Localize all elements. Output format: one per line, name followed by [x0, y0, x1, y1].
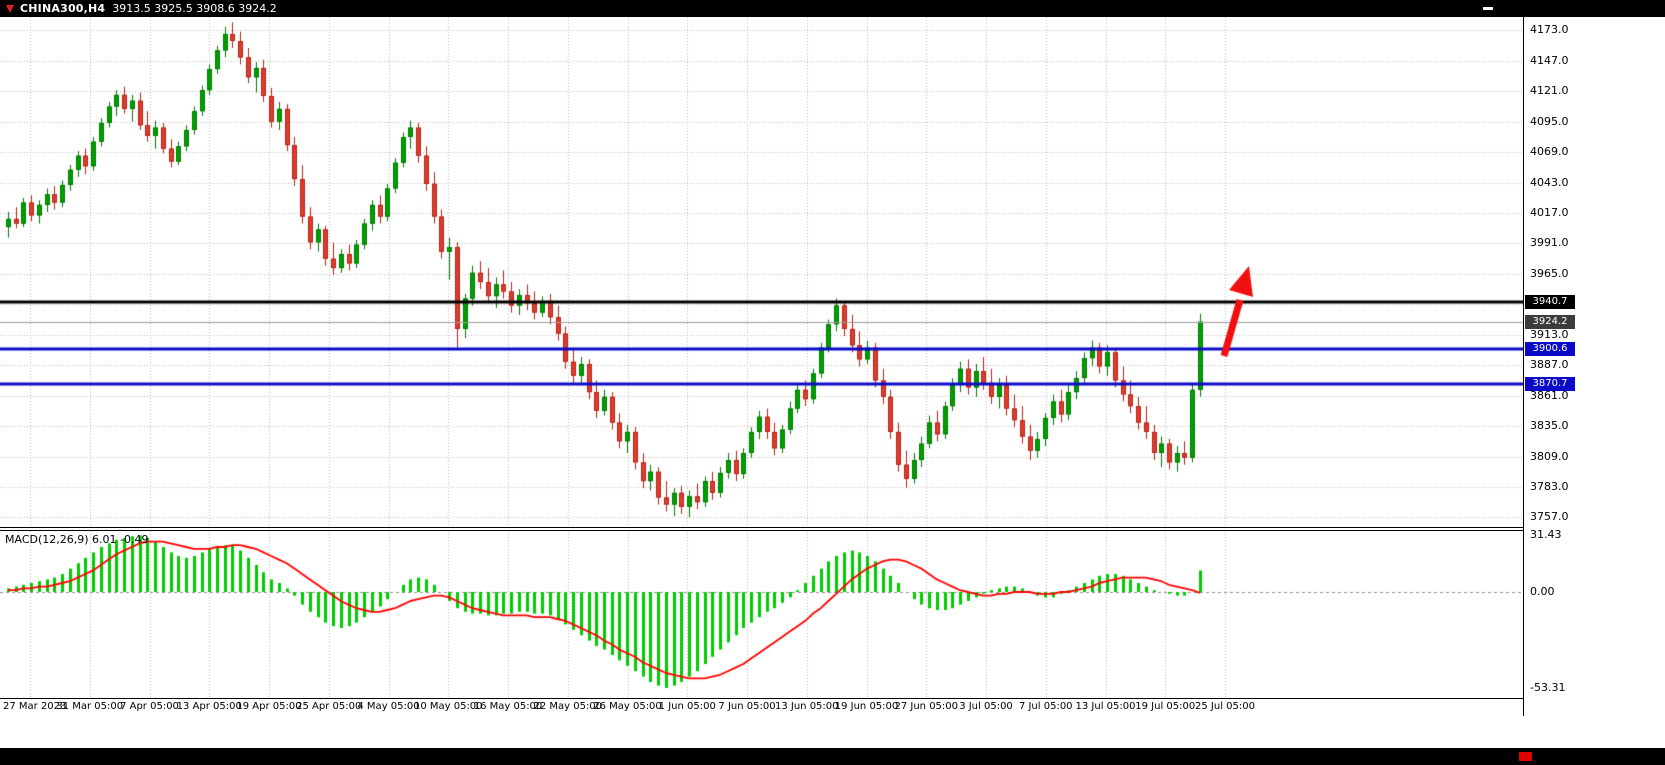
- price-tick-label: 3913.0: [1530, 327, 1569, 341]
- macd-scale-label: 31.43: [1530, 528, 1562, 542]
- price-line-badge: 3870.7: [1525, 377, 1575, 392]
- time-axis[interactable]: 27 Mar 2023 31 Mar 05:00 7 Apr 05:00 13 Apr…: [0, 699, 1523, 716]
- time-axis-label: 13 Jul 05:00: [1075, 701, 1136, 712]
- panel-separator: [0, 530, 1523, 531]
- chart-title-bar: CHINA300,H4 3913.5 3925.5 3908.6 3924.2: [0, 0, 1665, 17]
- price-tick-label: 3861.0: [1530, 388, 1569, 402]
- price-tick-label: 3757.0: [1530, 510, 1569, 524]
- price-axis[interactable]: 4173.0 4147.0 4121.0 4095.0 4069.0 4043.0 4017…: [1523, 17, 1665, 716]
- price-chart-canvas[interactable]: [0, 17, 1523, 527]
- price-tick-label: 3991.0: [1530, 236, 1569, 250]
- price-line-badge: 3900.6: [1525, 342, 1575, 357]
- time-axis-label: 27 Mar 2023: [3, 701, 67, 712]
- time-axis-label: 3 Jul 05:00: [959, 701, 1013, 712]
- red-indicator: [1519, 752, 1532, 761]
- time-axis-label: 16 May 05:00: [473, 701, 543, 712]
- time-axis-label: 27 Jun 05:00: [894, 701, 959, 712]
- macd-indicator-label: MACD(12,26,9) 6.01 -0.49: [5, 533, 149, 546]
- price-tick-label: 3835.0: [1530, 419, 1569, 433]
- panel-separator: [0, 527, 1523, 528]
- time-axis-label: 19 Jul 05:00: [1135, 701, 1196, 712]
- ohlc-values: 3913.5 3925.5 3908.6 3924.2: [112, 2, 277, 15]
- minimize-icon[interactable]: [1483, 7, 1493, 10]
- time-axis-label: 19 Apr 05:00: [236, 701, 302, 712]
- macd-scale-label: 0.00: [1530, 585, 1555, 598]
- time-axis-label: 13 Jun 05:00: [774, 701, 839, 712]
- time-axis-label: 25 Apr 05:00: [296, 701, 362, 712]
- price-line-badge: 3924.2: [1525, 314, 1575, 329]
- price-tick-label: 4095.0: [1530, 114, 1569, 128]
- price-tick-label: 3965.0: [1530, 266, 1569, 280]
- time-axis-label: 7 Apr 05:00: [120, 701, 179, 712]
- symbol-period-label: CHINA300,H4: [20, 2, 106, 15]
- price-tick-label: 3809.0: [1530, 449, 1569, 463]
- price-line-badge: 3940.7: [1525, 295, 1575, 310]
- time-axis-label: 19 Jun 05:00: [834, 701, 899, 712]
- price-tick-label: 4043.0: [1530, 175, 1569, 189]
- price-tick-label: 3783.0: [1530, 479, 1569, 493]
- price-tick-label: 4069.0: [1530, 145, 1569, 159]
- macd-panel-canvas[interactable]: [0, 531, 1523, 698]
- macd-scale-label: -53.31: [1530, 680, 1566, 694]
- time-axis-label: 7 Jul 05:00: [1018, 701, 1073, 712]
- price-tick-label: 4147.0: [1530, 53, 1569, 67]
- time-axis-label: 1 Jun 05:00: [658, 701, 716, 712]
- time-axis-label: 26 May 05:00: [593, 701, 662, 712]
- panel-separator: [0, 698, 1523, 699]
- price-tick-label: 4173.0: [1530, 23, 1569, 37]
- bottom-status-bar: [0, 748, 1665, 765]
- time-axis-label: 22 May 05:00: [533, 701, 603, 712]
- price-tick-label: 3887.0: [1530, 358, 1569, 372]
- price-tick-label: 4017.0: [1530, 206, 1569, 220]
- time-axis-label: 4 May 05:00: [357, 701, 420, 712]
- time-axis-label: 7 Jun 05:00: [718, 701, 776, 712]
- symbol-chart-icon: [6, 4, 14, 13]
- time-axis-label: 25 Jul 05:00: [1195, 701, 1255, 712]
- price-tick-label: 4121.0: [1530, 84, 1569, 98]
- time-axis-label: 13 Apr 05:00: [176, 701, 242, 712]
- time-axis-label: 31 Mar 05:00: [56, 701, 124, 712]
- time-axis-label: 10 May 05:00: [413, 701, 483, 712]
